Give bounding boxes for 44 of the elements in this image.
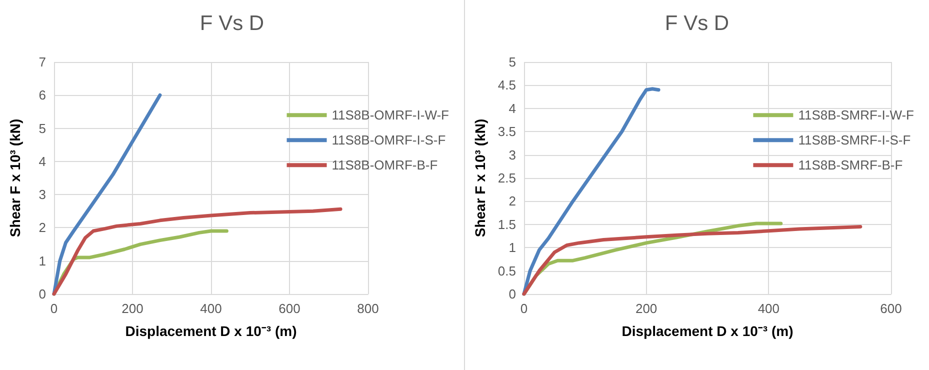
chart-title: F Vs D (200, 12, 264, 35)
y-tick-label: 0.5 (498, 263, 516, 278)
y-axis-title: Shear F x 10³ (kN) (7, 118, 23, 238)
y-tick-label: 1 (508, 240, 516, 256)
y-tick-label: 0 (38, 286, 46, 302)
y-tick-label: 2 (38, 220, 46, 236)
x-tick-label: 0 (520, 301, 528, 316)
y-tick-label: 1 (38, 253, 46, 268)
line-series (522, 224, 862, 296)
y-tick-label: 1.5 (498, 216, 516, 232)
x-axis-title: Displacement D x 10⁻³ (m) (622, 323, 794, 339)
y-tick-label: 0 (508, 286, 516, 302)
y-tick-label: 4 (38, 154, 46, 169)
y-tick-label: 4.5 (498, 78, 516, 93)
x-tick-label: 0 (50, 301, 58, 316)
x-tick-label: 600 (278, 301, 300, 316)
legend-label: 11S8B-SMRF-B-F (798, 158, 903, 173)
line-series (522, 87, 660, 296)
y-tick-label: 3 (508, 147, 516, 162)
y-tick-label: 3.5 (498, 124, 516, 140)
line-series (52, 93, 162, 296)
chart-title: F Vs D (664, 12, 730, 35)
y-tick-label: 2.5 (498, 170, 516, 186)
y-tick-label: 5 (38, 120, 46, 136)
x-tick-label: 400 (200, 301, 222, 316)
y-tick-label: 6 (38, 88, 46, 103)
x-tick-label: 200 (635, 301, 658, 316)
x-tick-label: 200 (122, 301, 144, 316)
legend-label: 11S8B-OMRF-I-W-F (332, 108, 450, 123)
y-axis-title: Shear F x 10³ (kN) (472, 118, 488, 238)
x-tick-label: 600 (880, 301, 902, 316)
x-tick-label: 800 (357, 301, 379, 316)
legend-label: 11S8B-SMRF-I-W-F (798, 108, 914, 123)
y-tick-label: 4 (508, 100, 516, 116)
x-axis-title: Displacement D x 10⁻³ (m) (125, 323, 297, 339)
y-tick-label: 7 (38, 54, 46, 70)
legend-label: 11S8B-OMRF-I-S-F (332, 132, 446, 148)
x-tick-label: 400 (758, 301, 780, 316)
line-series (52, 207, 342, 296)
y-tick-label: 3 (38, 187, 46, 202)
legend-label: 11S8B-SMRF-I-S-F (798, 132, 911, 148)
y-tick-label: 2 (508, 194, 516, 209)
y-tick-label: 5 (508, 54, 516, 70)
legend-label: 11S8B-OMRF-B-F (332, 158, 438, 173)
